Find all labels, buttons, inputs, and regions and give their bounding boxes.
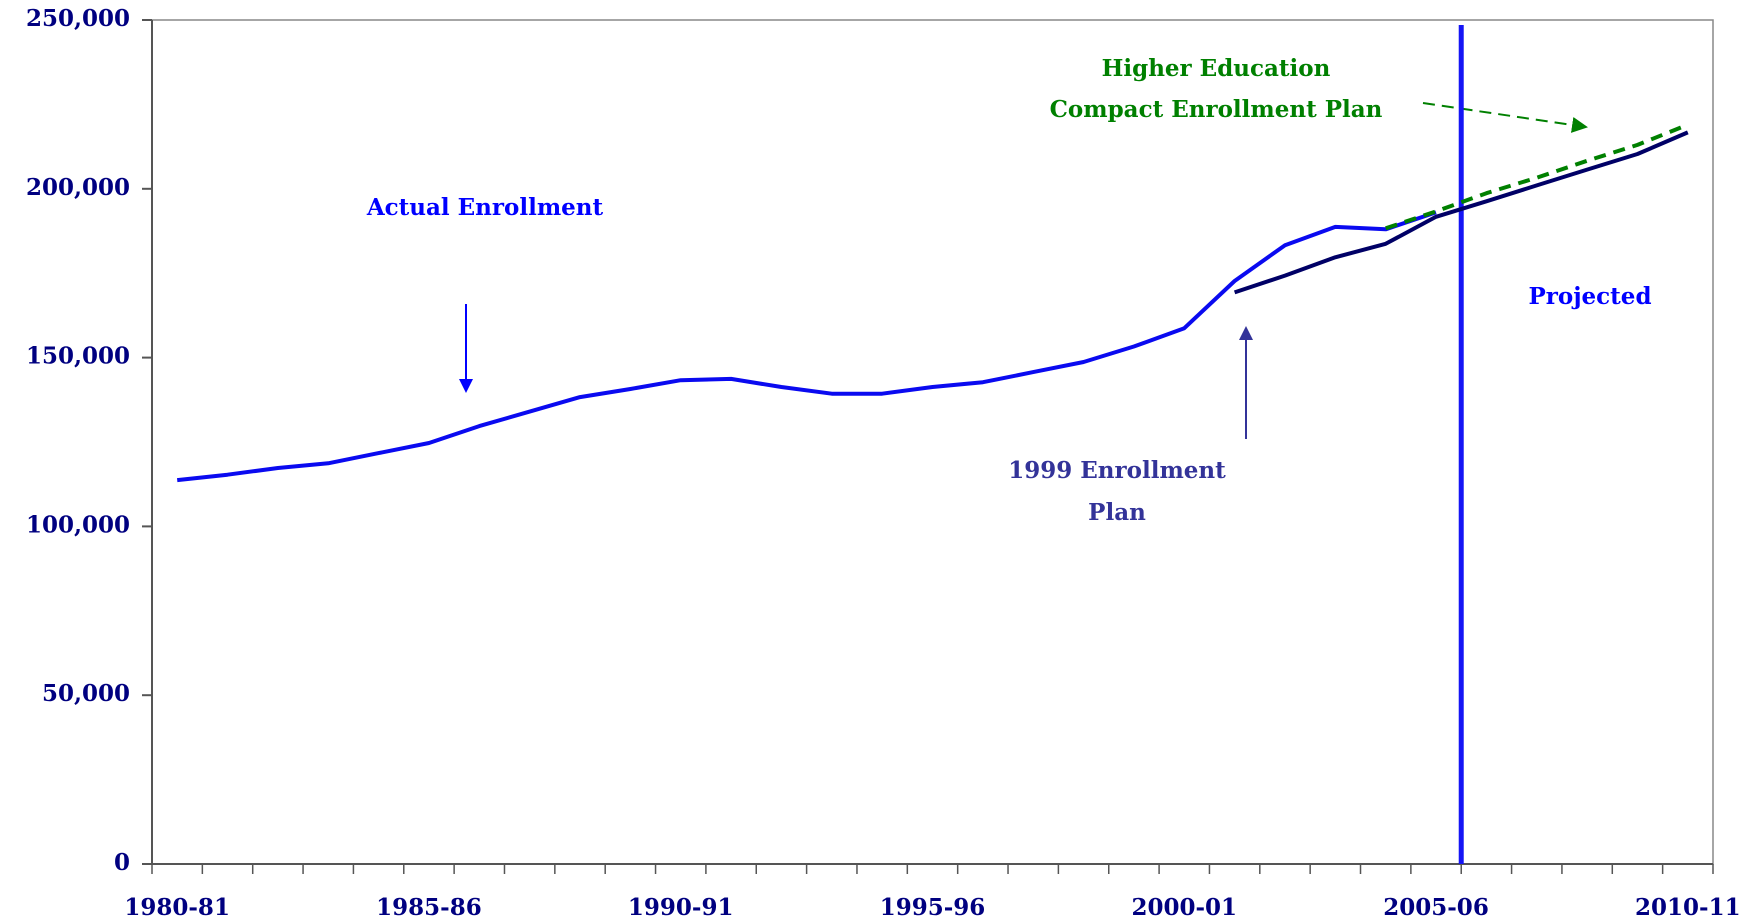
arrow [1422,102,1588,133]
x-tick-label: 2010-11 [1635,894,1741,921]
annotation: Higher Education [1102,55,1331,82]
annotation: Compact Enrollment Plan [1050,96,1383,123]
y-tick-label: 50,000 [42,680,130,707]
y-tick-label: 250,000 [26,5,130,32]
annotation: 1999 Enrollment [1008,457,1226,484]
annotation: Projected [1528,283,1651,310]
series-line [1233,130,1689,295]
series-line [176,210,1437,483]
x-tick-label: 1985-86 [376,894,482,921]
annotation: Plan [1088,499,1146,526]
x-tick-label: 2005-06 [1383,894,1489,921]
annotation: Actual Enrollment [366,194,604,221]
series-line [1385,122,1689,231]
plot-frame [151,19,1714,865]
y-tick-label: 150,000 [26,343,130,370]
y-tick-label: 0 [114,849,130,876]
x-tick-label: 1995-96 [880,894,986,921]
y-tick-label: 200,000 [26,174,130,201]
x-tick-label: 2000-01 [1131,894,1237,921]
x-tick-label: 1990-91 [628,894,734,921]
y-tick-label: 100,000 [26,511,130,538]
x-tick-label: 1980-81 [124,894,230,921]
